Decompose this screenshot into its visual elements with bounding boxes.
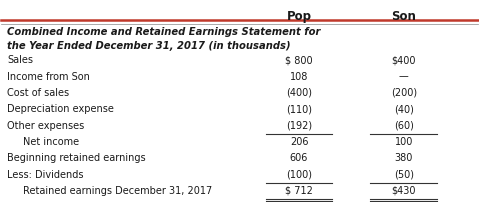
Text: Less: Dividends: Less: Dividends <box>7 169 84 180</box>
Text: $ 712: $ 712 <box>285 186 313 196</box>
Text: 100: 100 <box>395 137 413 147</box>
Text: (50): (50) <box>394 169 414 180</box>
Text: (192): (192) <box>286 121 312 130</box>
Text: Retained earnings December 31, 2017: Retained earnings December 31, 2017 <box>23 186 212 196</box>
Text: $ 800: $ 800 <box>285 55 313 65</box>
Text: Net income: Net income <box>23 137 79 147</box>
Text: Son: Son <box>391 10 416 23</box>
Text: (100): (100) <box>286 169 312 180</box>
Text: (40): (40) <box>394 104 414 114</box>
Text: 606: 606 <box>290 153 308 163</box>
Text: the Year Ended December 31, 2017 (in thousands): the Year Ended December 31, 2017 (in tho… <box>7 41 291 51</box>
Text: (400): (400) <box>286 88 312 98</box>
Text: Depreciation expense: Depreciation expense <box>7 104 114 114</box>
Text: (60): (60) <box>394 121 414 130</box>
Text: Income from Son: Income from Son <box>7 72 90 82</box>
Text: $400: $400 <box>391 55 416 65</box>
Text: Beginning retained earnings: Beginning retained earnings <box>7 153 146 163</box>
Text: Other expenses: Other expenses <box>7 121 84 130</box>
Text: $430: $430 <box>391 186 416 196</box>
Text: —: — <box>399 72 409 82</box>
Text: 380: 380 <box>395 153 413 163</box>
Text: 108: 108 <box>290 72 308 82</box>
Text: (200): (200) <box>391 88 417 98</box>
Text: Pop: Pop <box>286 10 311 23</box>
Text: Combined Income and Retained Earnings Statement for: Combined Income and Retained Earnings St… <box>7 27 320 37</box>
Text: 206: 206 <box>290 137 308 147</box>
Text: Cost of sales: Cost of sales <box>7 88 69 98</box>
Text: Sales: Sales <box>7 55 33 65</box>
Text: (110): (110) <box>286 104 312 114</box>
